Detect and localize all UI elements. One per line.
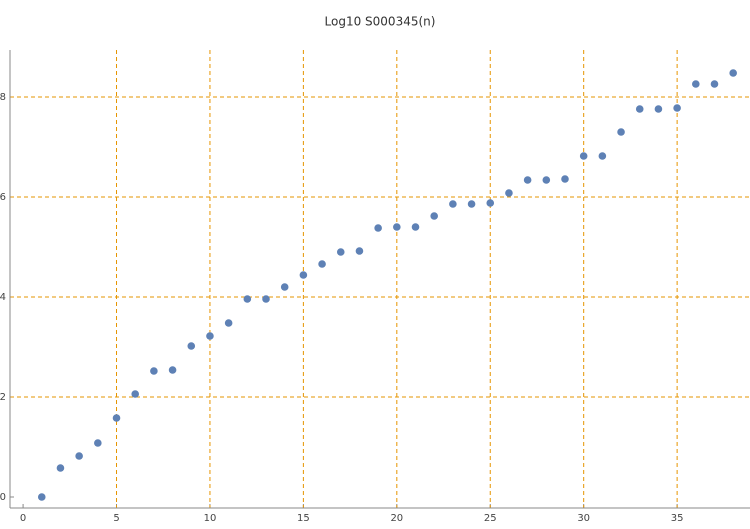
y-tick-label: 4 bbox=[0, 292, 6, 303]
point bbox=[523, 176, 532, 184]
point bbox=[673, 104, 681, 112]
point bbox=[486, 199, 495, 207]
point bbox=[187, 342, 196, 350]
point bbox=[75, 452, 83, 460]
point bbox=[411, 223, 420, 231]
x-tick-label: 15 bbox=[297, 513, 310, 524]
point bbox=[112, 414, 121, 422]
point bbox=[635, 105, 644, 113]
x-tick-label: 25 bbox=[484, 513, 497, 524]
y-tick-label: 2 bbox=[0, 392, 6, 403]
point bbox=[206, 332, 214, 340]
point bbox=[355, 247, 364, 255]
point bbox=[430, 212, 438, 220]
y-tick-label: 6 bbox=[0, 192, 6, 203]
point bbox=[224, 319, 233, 327]
chart-title: Log10 S000345(n) bbox=[325, 15, 436, 29]
point bbox=[542, 176, 551, 184]
x-tick-label: 20 bbox=[390, 513, 403, 524]
x-tick-label: 10 bbox=[204, 513, 217, 524]
point bbox=[168, 366, 177, 374]
point bbox=[393, 223, 401, 231]
point bbox=[598, 152, 607, 160]
point bbox=[710, 80, 719, 88]
x-tick-label: 0 bbox=[20, 513, 26, 524]
point bbox=[336, 248, 345, 256]
y-tick-label: 8 bbox=[0, 92, 6, 103]
point bbox=[561, 175, 569, 183]
x-tick-label: 35 bbox=[671, 513, 684, 524]
x-tick-label: 5 bbox=[113, 513, 119, 524]
point bbox=[467, 200, 476, 208]
point bbox=[37, 493, 46, 501]
point bbox=[243, 295, 252, 303]
point bbox=[505, 189, 513, 197]
point bbox=[729, 69, 737, 77]
point bbox=[654, 105, 663, 113]
point bbox=[299, 271, 308, 279]
point bbox=[374, 224, 382, 232]
point bbox=[318, 260, 326, 268]
point bbox=[56, 464, 65, 472]
point bbox=[280, 283, 289, 291]
point bbox=[692, 80, 700, 88]
point bbox=[449, 200, 457, 208]
point bbox=[150, 367, 158, 375]
point bbox=[617, 128, 625, 136]
point bbox=[579, 152, 588, 160]
point bbox=[94, 439, 102, 447]
point bbox=[131, 390, 140, 398]
y-tick-label: 0 bbox=[0, 492, 6, 503]
x-tick-label: 30 bbox=[577, 513, 590, 524]
point bbox=[262, 295, 270, 303]
